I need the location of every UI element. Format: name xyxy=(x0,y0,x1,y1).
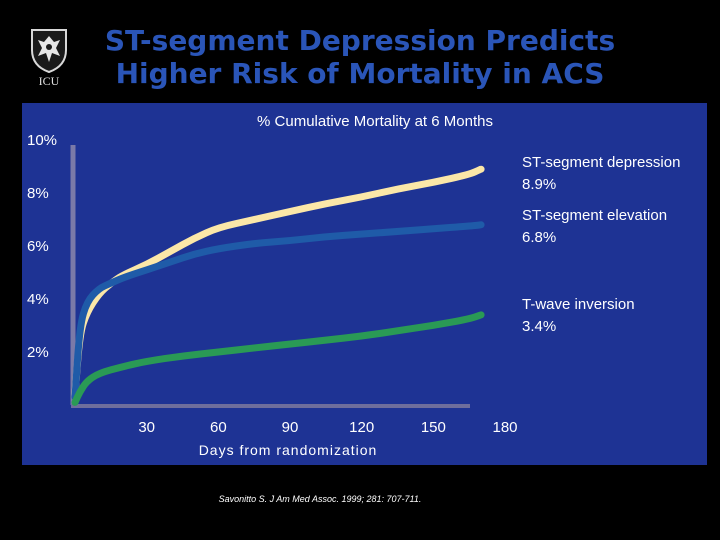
x-tick-labels: 30 60 90 120 150 180 xyxy=(138,419,517,436)
title-line-2: Higher Risk of Mortality in ACS xyxy=(115,57,605,90)
axes xyxy=(70,145,470,408)
x-axis-label: Days from randomization xyxy=(199,442,378,458)
x-tick-label: 90 xyxy=(282,419,299,436)
y-tick-label: 2% xyxy=(27,344,49,361)
series-name-label: ST-segment elevation xyxy=(522,207,667,224)
series-labels: ST-segment depression 8.9% ST-segment elev… xyxy=(522,154,680,335)
title-line-1: ST-segment Depression Predicts xyxy=(104,24,616,57)
y-tick-label: 4% xyxy=(27,291,49,308)
series-value-label: 3.4% xyxy=(522,318,556,335)
y-tick-labels: 2% 4% 6% 8% 10% xyxy=(27,132,57,361)
x-tick-label: 60 xyxy=(210,419,227,436)
logo: ICU xyxy=(24,24,74,90)
x-tick-label: 30 xyxy=(138,419,155,436)
series-name-label: T-wave inversion xyxy=(522,296,635,313)
series-value-label: 8.9% xyxy=(522,176,556,193)
slide-title: ST-segment Depression Predicts Higher Ri… xyxy=(100,24,620,90)
source-citation: Savonitto S. J Am Med Assoc. 1999; 281: … xyxy=(218,494,422,504)
series-lines xyxy=(71,165,485,406)
y-tick-label: 10% xyxy=(27,132,57,149)
y-tick-label: 8% xyxy=(27,185,49,202)
logo-text: ICU xyxy=(38,74,60,88)
x-tick-label: 150 xyxy=(421,419,446,436)
series-name-label: ST-segment depression xyxy=(522,154,680,171)
y-tick-label: 6% xyxy=(27,238,49,255)
crest-icon xyxy=(31,29,67,74)
st-elevation-line xyxy=(71,221,485,401)
chart-title: % Cumulative Mortality at 6 Months xyxy=(257,113,493,130)
t-wave-inversion-line xyxy=(71,311,485,406)
st-depression-line xyxy=(71,165,485,398)
x-tick-label: 180 xyxy=(492,419,517,436)
x-tick-label: 120 xyxy=(349,419,374,436)
series-value-label: 6.8% xyxy=(522,229,556,246)
